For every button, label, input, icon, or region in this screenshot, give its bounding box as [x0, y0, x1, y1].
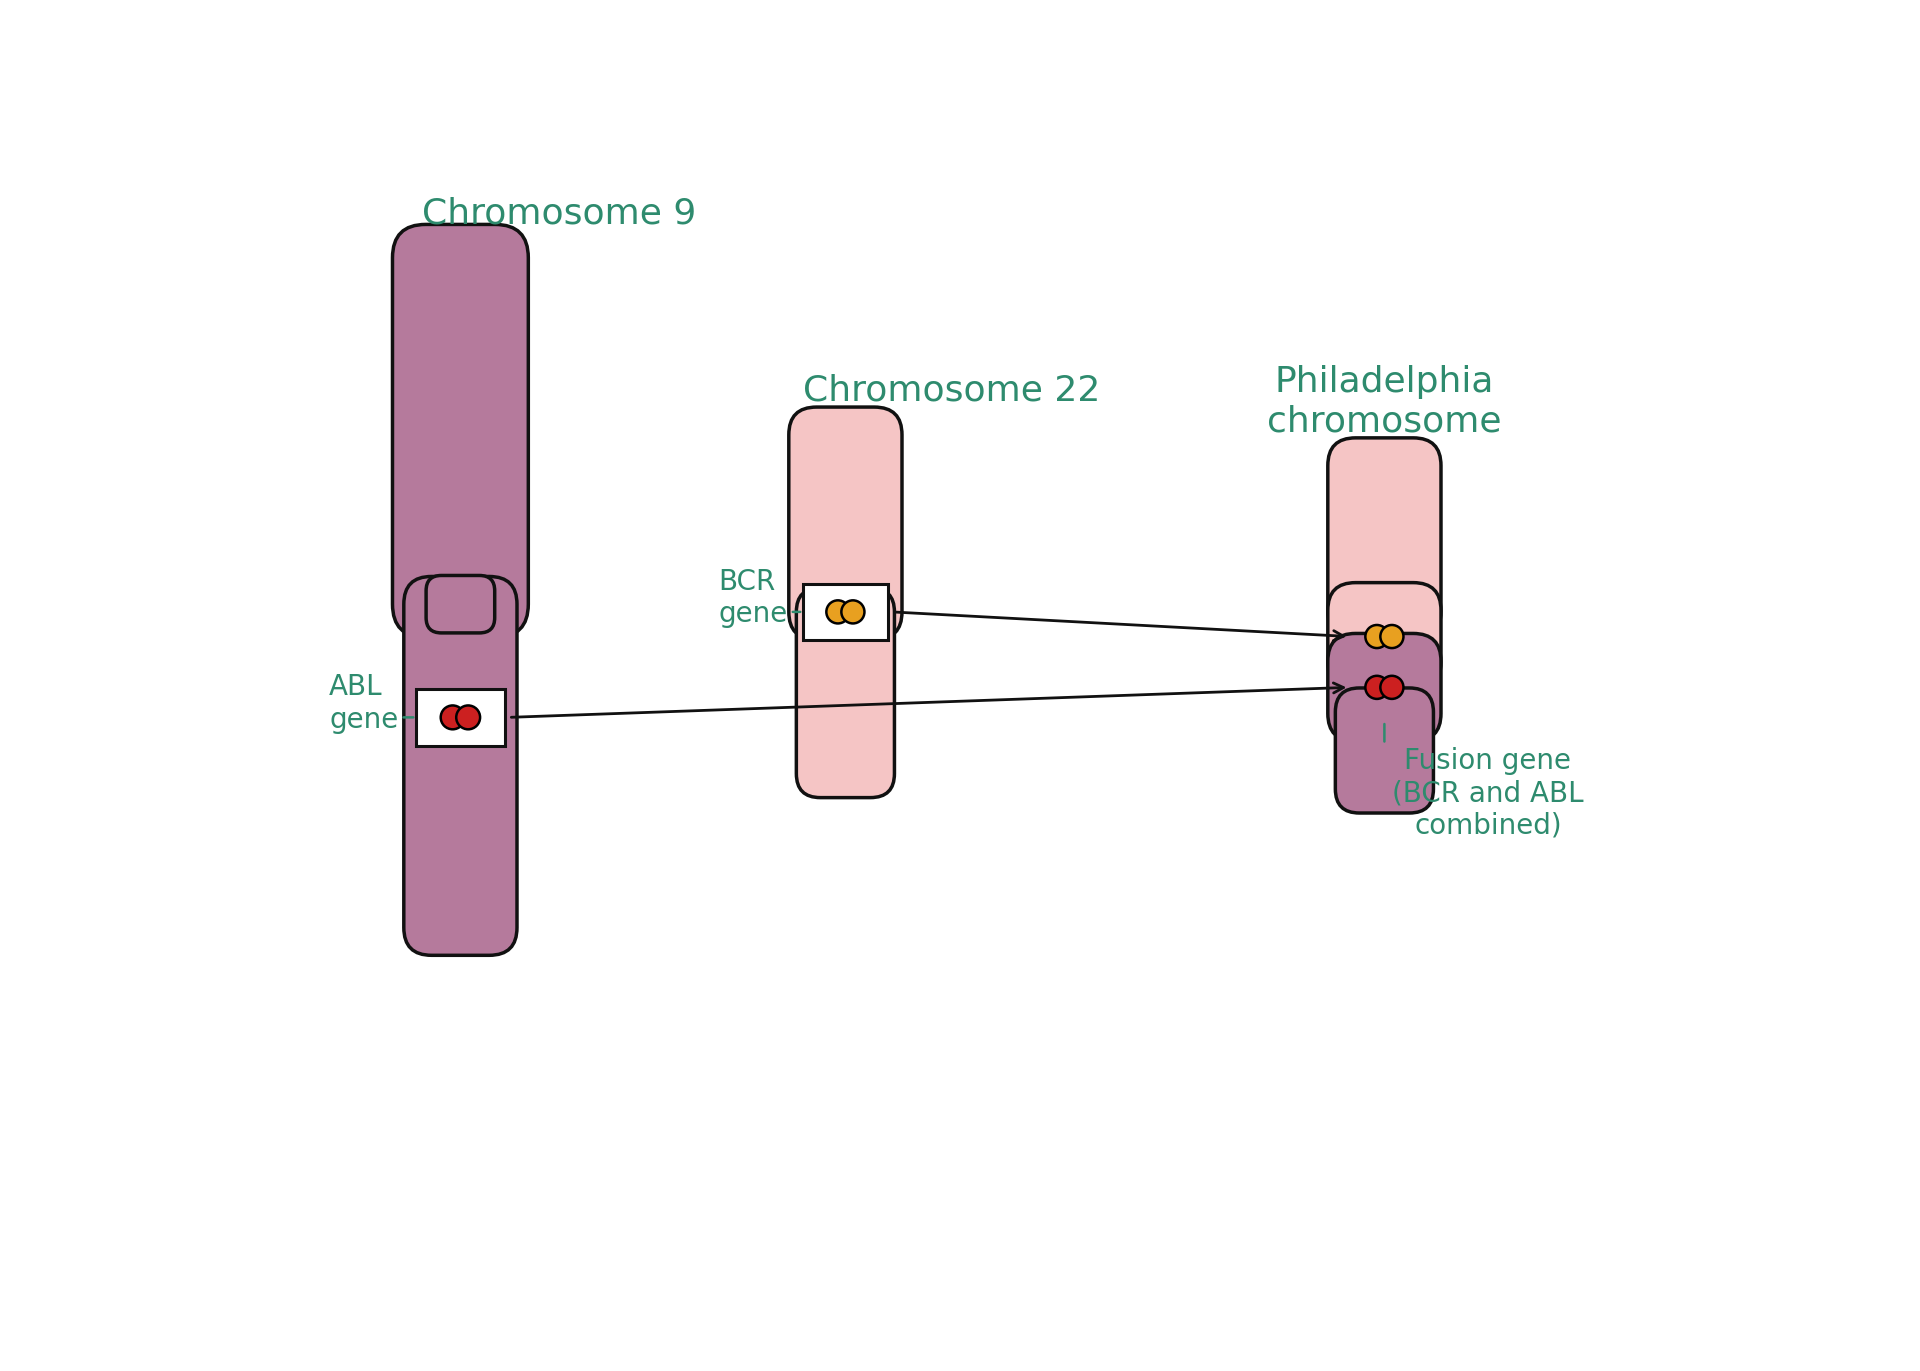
Circle shape	[1365, 625, 1388, 648]
FancyBboxPatch shape	[426, 576, 495, 633]
FancyBboxPatch shape	[1329, 437, 1442, 640]
FancyBboxPatch shape	[797, 588, 895, 798]
Text: ABL
gene: ABL gene	[328, 673, 399, 733]
FancyBboxPatch shape	[789, 407, 902, 640]
Text: Philadelphia
chromosome: Philadelphia chromosome	[1267, 365, 1501, 439]
FancyBboxPatch shape	[1329, 583, 1442, 691]
Text: Fusion gene
(BCR and ABL
combined): Fusion gene (BCR and ABL combined)	[1392, 747, 1584, 839]
Bar	[803, 584, 887, 640]
Circle shape	[1365, 676, 1388, 699]
Circle shape	[442, 706, 465, 729]
Circle shape	[1380, 676, 1404, 699]
FancyBboxPatch shape	[392, 225, 528, 638]
FancyBboxPatch shape	[816, 585, 874, 638]
FancyBboxPatch shape	[1334, 688, 1434, 813]
Circle shape	[841, 600, 864, 624]
FancyBboxPatch shape	[403, 576, 516, 956]
Circle shape	[826, 600, 849, 624]
Text: Chromosome 22: Chromosome 22	[803, 374, 1100, 407]
FancyBboxPatch shape	[1329, 633, 1442, 742]
Bar	[417, 688, 505, 746]
Text: BCR
gene: BCR gene	[718, 568, 787, 628]
Circle shape	[457, 706, 480, 729]
Circle shape	[1380, 625, 1404, 648]
Text: Chromosome 9: Chromosome 9	[422, 197, 697, 230]
